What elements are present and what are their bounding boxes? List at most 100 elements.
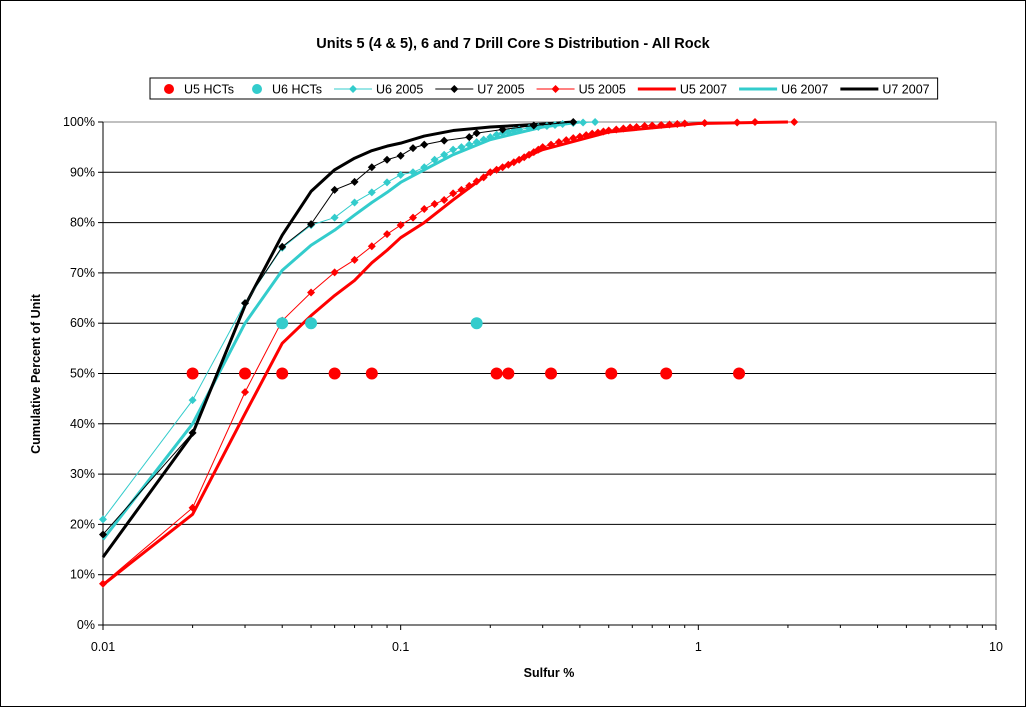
data-point-u7-2005 — [350, 177, 359, 186]
data-point-u6-2005 — [383, 178, 392, 187]
series-line-u7-2007 — [101, 120, 574, 558]
series-u6-hcts — [276, 317, 483, 330]
y-tick-label: 70% — [70, 266, 95, 280]
data-point-u5-2005 — [241, 388, 250, 397]
data-point-u5-2005 — [479, 173, 488, 182]
data-point-u6-2005 — [99, 515, 107, 524]
data-point-u7-2005 — [99, 530, 107, 539]
data-point-u6-2005 — [486, 133, 495, 142]
legend-item-u7-2005: U7 2005 — [435, 83, 525, 97]
axes: 0% 10% 20% 30% 40% 50% 60% 70% 80% 90% 100% 0.01 0.1… — [63, 115, 1003, 654]
data-point-u6-2005 — [457, 143, 466, 152]
series-line-u5-2007 — [102, 120, 788, 586]
data-point-u7-2005 — [307, 220, 316, 229]
y-tick-label: 30% — [70, 467, 95, 481]
data-point-u5-2005 — [604, 126, 613, 135]
data-point-u5-2005 — [408, 213, 417, 222]
data-point-u5-2005 — [700, 119, 709, 128]
data-point-u6-2005 — [472, 138, 481, 147]
data-point-u5-2005 — [350, 255, 359, 264]
data-point-u5-2005 — [632, 123, 641, 132]
data-point-u7-2005 — [408, 144, 417, 153]
legend: U5 HCTs U6 HCTs U6 2005 U7 2005 U5 2005 U5 20… — [149, 77, 939, 100]
y-tick-label: 10% — [70, 568, 95, 582]
data-point-u6-2005 — [492, 130, 501, 139]
data-point-u6-2005 — [558, 120, 567, 129]
data-point-u6-2005 — [465, 140, 474, 149]
data-point-u5-2005 — [648, 121, 657, 130]
data-point-u5-hcts — [605, 367, 618, 380]
data-point-u5-2005 — [486, 168, 495, 177]
x-tick-label: 0.1 — [392, 640, 409, 654]
data-point-u7-2005 — [278, 242, 287, 251]
y-tick-label: 0% — [77, 618, 95, 632]
data-point-u7-2005 — [420, 140, 429, 149]
legend-item-u6-2007: U6 2007 — [739, 83, 828, 97]
data-point-u5-2005 — [680, 119, 689, 128]
data-point-u5-hcts — [328, 367, 341, 380]
data-point-u5-hcts — [276, 367, 289, 380]
legend-label: U5 2005 — [579, 83, 626, 97]
data-point-u5-2005 — [582, 131, 591, 140]
legend-swatch — [252, 84, 263, 94]
legend-item-u5-2007: U5 2007 — [637, 83, 727, 97]
legend-item-u6-hcts: U6 HCTs — [252, 83, 322, 97]
y-tick-label: 90% — [70, 165, 95, 179]
data-point-u5-hcts — [502, 367, 515, 380]
data-point-u5-hcts — [365, 367, 378, 380]
series-line-u7-2005 — [102, 121, 574, 535]
data-point-u7-2005 — [330, 185, 339, 194]
legend-swatch — [450, 85, 459, 93]
data-point-u6-2005 — [396, 170, 405, 179]
data-point-u6-2005 — [449, 145, 458, 154]
data-point-u5-2005 — [504, 160, 513, 169]
data-point-u5-2005 — [790, 118, 799, 126]
series-u5-2007 — [102, 120, 788, 586]
data-point-u6-2005 — [579, 118, 588, 127]
data-point-u5-hcts — [660, 367, 673, 380]
data-point-u6-2005 — [440, 150, 449, 159]
data-point-u6-2005 — [591, 118, 600, 126]
legend-item-u5-hcts: U5 HCTs — [164, 83, 234, 97]
gridlines — [103, 171, 996, 576]
x-axis-title: Sulfur % — [524, 666, 575, 680]
legend-label: U6 HCTs — [272, 83, 322, 97]
legend-swatch — [551, 85, 560, 93]
data-point-u6-2005 — [408, 168, 417, 177]
data-point-u5-2005 — [367, 242, 376, 251]
legend-swatch — [349, 85, 358, 93]
data-point-u5-2005 — [665, 120, 674, 129]
data-point-u5-2005 — [383, 230, 392, 239]
data-point-u5-2005 — [465, 181, 474, 190]
data-point-u5-2005 — [440, 195, 449, 204]
data-point-u6-2005 — [509, 126, 518, 135]
data-point-u5-2005 — [657, 121, 666, 130]
data-point-u5-2005 — [307, 288, 316, 297]
data-point-u6-2005 — [367, 188, 376, 197]
data-point-u5-2005 — [430, 199, 439, 208]
x-tick-label: 0.01 — [91, 640, 115, 654]
legend-label: U7 2007 — [882, 83, 929, 97]
data-point-u6-2005 — [504, 128, 513, 137]
data-point-u7-2005 — [465, 133, 474, 142]
data-point-u7-2005 — [440, 136, 449, 145]
data-point-u5-2005 — [420, 205, 429, 214]
data-point-u5-hcts — [545, 367, 558, 380]
data-point-u6-hcts — [276, 317, 289, 330]
data-point-u5-2005 — [750, 118, 759, 126]
y-tick-label: 20% — [70, 517, 95, 531]
data-point-u5-2005 — [626, 123, 635, 132]
data-point-u5-2005 — [588, 129, 597, 138]
series-u5-hcts — [186, 367, 746, 380]
chart-title: Units 5 (4 & 5), 6 and 7 Drill Core S Di… — [316, 36, 710, 52]
series-u7-2007 — [101, 120, 574, 558]
data-point-u7-2005 — [241, 299, 250, 308]
data-point-u5-2005 — [330, 268, 339, 277]
data-point-u6-2005 — [330, 213, 339, 222]
x-tick-label: 10 — [989, 640, 1003, 654]
data-point-u7-2005 — [383, 155, 392, 164]
y-tick-label: 40% — [70, 417, 95, 431]
legend-swatch — [164, 84, 174, 94]
